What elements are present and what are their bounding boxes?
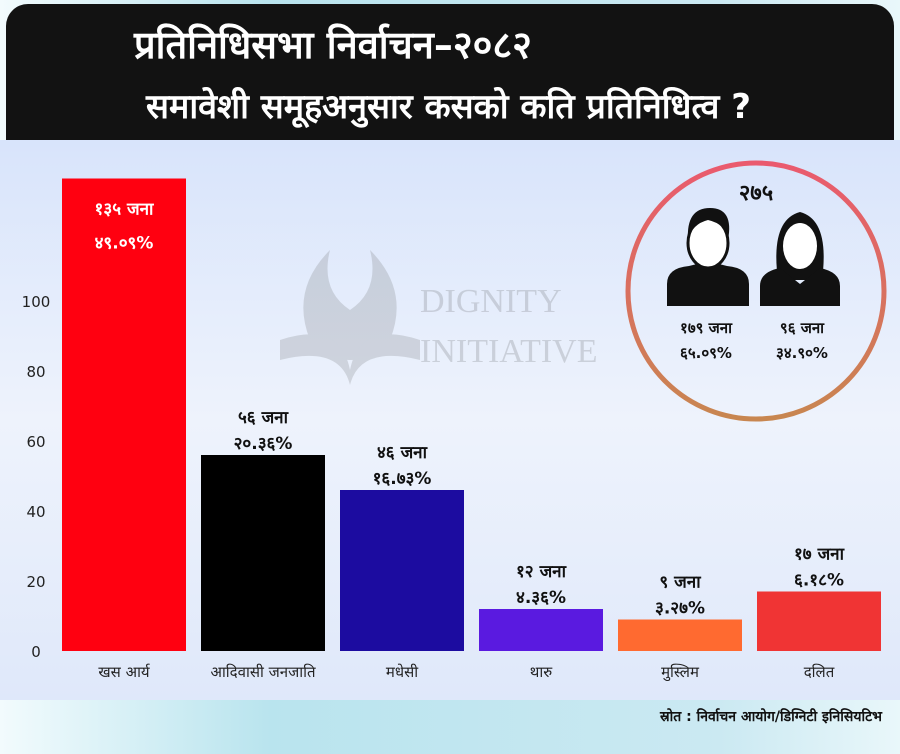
bar-percent-label: ३.२७% — [655, 599, 705, 619]
page-subtitle: समावेशी समूहअनुसार कसको कति प्रतिनिधित्व… — [146, 87, 751, 127]
bar-count-label: ४६ जना — [377, 443, 428, 463]
female-percent: ३४.९०% — [776, 344, 828, 362]
bar-count-label: १३५ जना — [95, 200, 154, 220]
male-percent: ६५.०९% — [680, 344, 732, 362]
source-note: स्रोत : निर्वाचन आयोग/डिग्निटी इनिसियटिभ — [660, 709, 882, 725]
bar — [757, 591, 881, 651]
male-count: १७९ जना — [680, 319, 733, 337]
page-title: प्रतिनिधिसभा निर्वाचन–२०८२ — [134, 23, 532, 67]
gender-summary: २७५ १७९ जना ६५.०९% ९६ जना ३४.९०% — [625, 160, 887, 422]
bar-percent-label: १६.७३% — [373, 469, 432, 489]
bar — [340, 490, 464, 651]
x-category-label: आदिवासी जनजाति — [210, 663, 316, 681]
total-seats: २७५ — [739, 181, 773, 206]
bar-count-label: ९ जना — [659, 573, 701, 593]
bar — [479, 609, 603, 651]
bar-percent-label: ४९.०९% — [95, 234, 154, 254]
x-category-label: थारु — [530, 663, 553, 681]
watermark-text: DIGNITY — [420, 283, 562, 320]
y-tick-label: 20 — [26, 573, 45, 591]
x-category-label: मुस्लिम — [661, 663, 700, 682]
y-tick-label: 60 — [26, 433, 45, 451]
header: प्रतिनिधिसभा निर्वाचन–२०८२ समावेशी समूहअ… — [6, 4, 894, 140]
bar — [62, 178, 186, 651]
y-tick-label: 80 — [26, 363, 45, 381]
bar-percent-label: ६.१८% — [794, 571, 844, 591]
female-count: ९६ जना — [780, 319, 825, 337]
bar — [201, 455, 325, 651]
female-user-icon — [760, 212, 840, 306]
male-user-icon — [667, 208, 749, 306]
bar — [618, 619, 742, 651]
y-tick-label: 100 — [22, 293, 51, 311]
bar-percent-label: २०.३६% — [234, 434, 293, 454]
x-category-label: दलित — [804, 663, 835, 681]
bar-count-label: १७ जना — [794, 545, 845, 565]
y-tick-label: 0 — [31, 643, 41, 661]
x-category-label: खस आर्य — [98, 663, 150, 681]
bar-count-label: ५६ जना — [238, 408, 289, 428]
y-tick-label: 40 — [26, 503, 45, 521]
bar-count-label: १२ जना — [516, 562, 567, 582]
watermark-logo: DIGNITY INITIATIVE — [280, 250, 598, 385]
svg-text:INITIATIVE: INITIATIVE — [420, 333, 598, 370]
x-category-label: मधेसी — [386, 663, 419, 681]
bar-percent-label: ४.३६% — [516, 588, 566, 608]
